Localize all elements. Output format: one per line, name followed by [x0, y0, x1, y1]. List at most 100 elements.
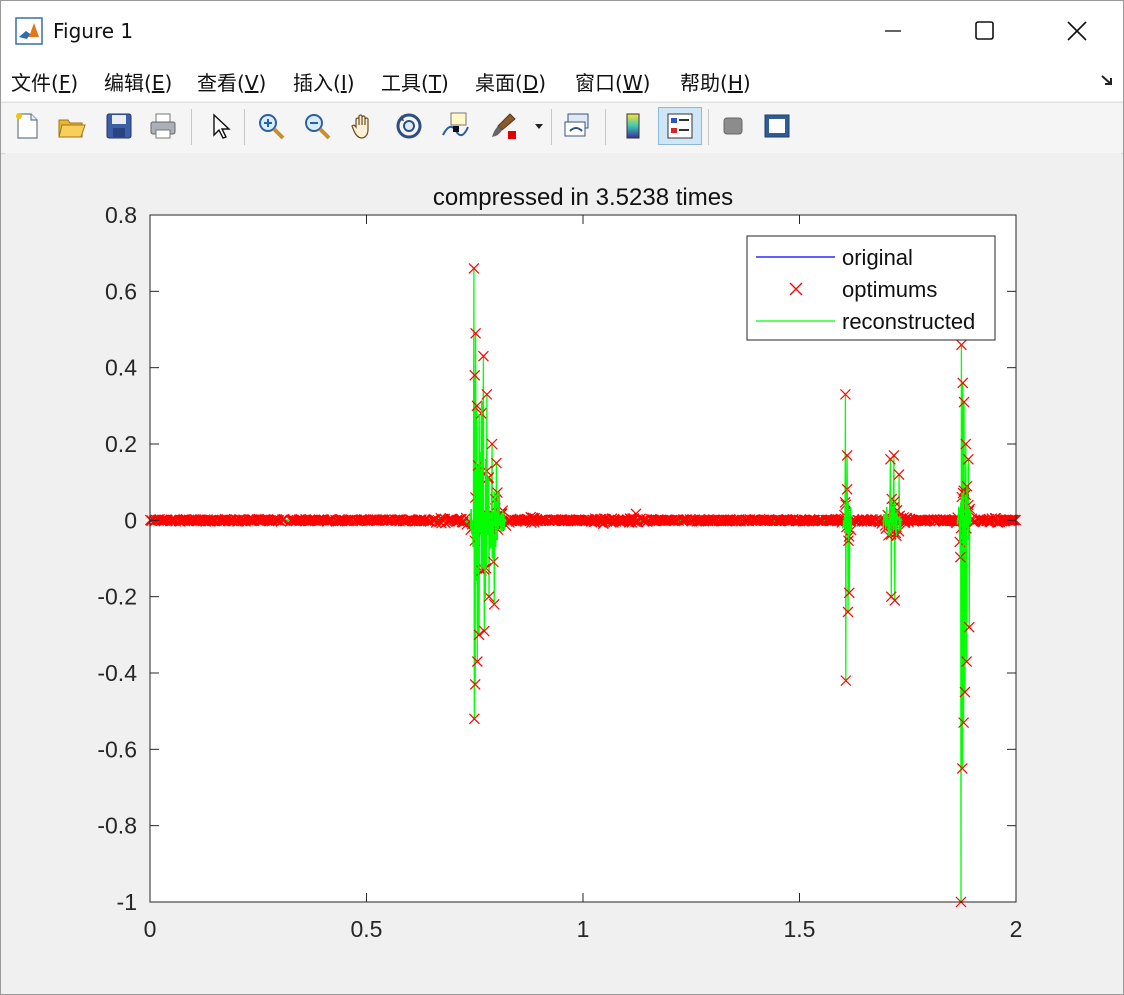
show-plot-tools-button[interactable] — [759, 107, 795, 145]
y-tick-label: -0.6 — [97, 736, 137, 762]
print-button[interactable] — [145, 107, 181, 145]
brush-button[interactable] — [485, 107, 521, 145]
zoom-out-button[interactable] — [299, 107, 335, 145]
optimum-marker — [958, 396, 970, 408]
menu-file[interactable]: 文件(F) — [11, 71, 79, 95]
optimum-marker — [469, 369, 481, 381]
save-button[interactable] — [101, 107, 137, 145]
data-cursor-button[interactable] — [437, 107, 473, 145]
close-icon — [1067, 21, 1087, 41]
new-figure-button[interactable] — [9, 107, 45, 145]
marker-stroke — [843, 587, 855, 599]
marker-stroke — [471, 656, 483, 667]
menu-tools[interactable]: 工具(T) — [381, 71, 449, 95]
optimum-marker — [374, 514, 385, 526]
legend-optimums-swatch — [789, 282, 803, 296]
marker-stroke — [469, 679, 481, 690]
optimum-marker — [469, 679, 481, 690]
optimum-marker — [960, 438, 972, 450]
marker-stroke — [341, 515, 353, 527]
optimum-marker — [843, 587, 855, 599]
legend-button[interactable] — [658, 107, 702, 145]
link-plot-button[interactable] — [559, 107, 595, 145]
optimum-marker — [956, 339, 967, 351]
zoom-out-icon — [305, 114, 331, 140]
y-tick-label: 0 — [124, 507, 137, 533]
marker-stroke — [468, 713, 480, 725]
y-tick-label: -1 — [117, 889, 137, 915]
marker-stroke — [488, 598, 500, 610]
optimum-marker — [418, 514, 430, 526]
open-file-button[interactable] — [53, 107, 89, 145]
maximize-button[interactable] — [939, 1, 1031, 61]
menu-window[interactable]: 窗口(W) — [575, 71, 651, 95]
legend-box[interactable] — [746, 235, 996, 341]
marker-stroke — [957, 377, 969, 389]
zoom-in-icon — [259, 114, 285, 140]
optimum-marker — [471, 400, 483, 412]
marker-stroke — [519, 514, 531, 525]
marker-stroke — [961, 656, 973, 667]
optimum-marker — [473, 629, 485, 641]
marker-stroke — [606, 513, 618, 525]
marker-stroke — [395, 514, 407, 526]
marker-stroke — [470, 327, 482, 339]
rotate-3d-button[interactable] — [391, 107, 427, 145]
marker-stroke — [956, 762, 968, 774]
marker-stroke — [958, 396, 970, 408]
menu-insert[interactable]: 插入(I) — [293, 71, 355, 95]
marker-stroke — [959, 686, 971, 698]
marker-stroke — [960, 438, 972, 450]
optimum-marker — [487, 556, 499, 568]
marker-stroke — [525, 511, 537, 523]
zoom-in-button[interactable] — [253, 107, 289, 145]
legend-original-label: original — [842, 245, 913, 270]
menu-edit[interactable]: 编辑(E) — [104, 71, 173, 95]
marker-stroke — [452, 515, 463, 527]
marker-stroke — [841, 450, 853, 461]
marker-stroke — [559, 515, 571, 527]
optimum-marker — [962, 453, 974, 465]
optimum-marker — [478, 625, 490, 637]
optimum-marker — [843, 535, 854, 547]
colorbar-button[interactable] — [615, 107, 651, 145]
hide-plot-tools-button[interactable] — [715, 107, 751, 145]
title-bar[interactable]: Figure 1 — [1, 1, 1123, 61]
marker-stroke — [963, 621, 975, 633]
x-tick-label: 2 — [1010, 916, 1023, 942]
marker-stroke — [839, 388, 851, 400]
optimum-marker — [839, 388, 851, 400]
toolbar-separator — [191, 109, 192, 145]
save-icon — [106, 113, 132, 139]
marker-stroke — [843, 535, 854, 547]
minimize-icon — [885, 30, 901, 32]
menu-help[interactable]: 帮助(H) — [680, 71, 751, 95]
legend[interactable]: original optimums reconstructed — [746, 235, 996, 341]
pan-button[interactable] — [345, 107, 381, 145]
marker-stroke — [627, 515, 639, 526]
optimum-marker — [471, 656, 483, 667]
figure-canvas[interactable]: 0 0.5 1 1.5 2 0.8 0.6 0.4 0.2 0 -0.2 -0.4 -0.6 -0.8 -1… — [5, 153, 1121, 991]
marker-stroke — [418, 514, 430, 526]
y-tick-label: 0.8 — [105, 202, 137, 228]
menu-desktop[interactable]: 桌面(D) — [475, 71, 547, 95]
close-button[interactable] — [1031, 1, 1123, 61]
marker-stroke — [842, 606, 854, 618]
dock-arrow-icon[interactable] — [1099, 71, 1117, 89]
marker-stroke — [589, 513, 601, 525]
marker-stroke — [356, 514, 368, 526]
menu-view[interactable]: 查看(V) — [197, 71, 267, 95]
link-plot-icon — [564, 113, 589, 137]
x-tick-label: 0 — [144, 916, 157, 942]
minimize-button[interactable] — [847, 1, 939, 61]
optimum-marker — [470, 327, 482, 339]
optimum-marker — [490, 457, 502, 469]
window-title: Figure 1 — [53, 19, 134, 43]
marker-stroke — [888, 450, 900, 461]
brush-dropdown-icon[interactable] — [533, 120, 545, 132]
pointer-button[interactable] — [202, 107, 238, 145]
optimum-marker — [888, 450, 900, 461]
plot-svg[interactable]: 0 0.5 1 1.5 2 0.8 0.6 0.4 0.2 0 -0.2 -0.4 -0.6 -0.8 -1… — [5, 153, 1121, 989]
optimum-marker — [840, 675, 852, 687]
